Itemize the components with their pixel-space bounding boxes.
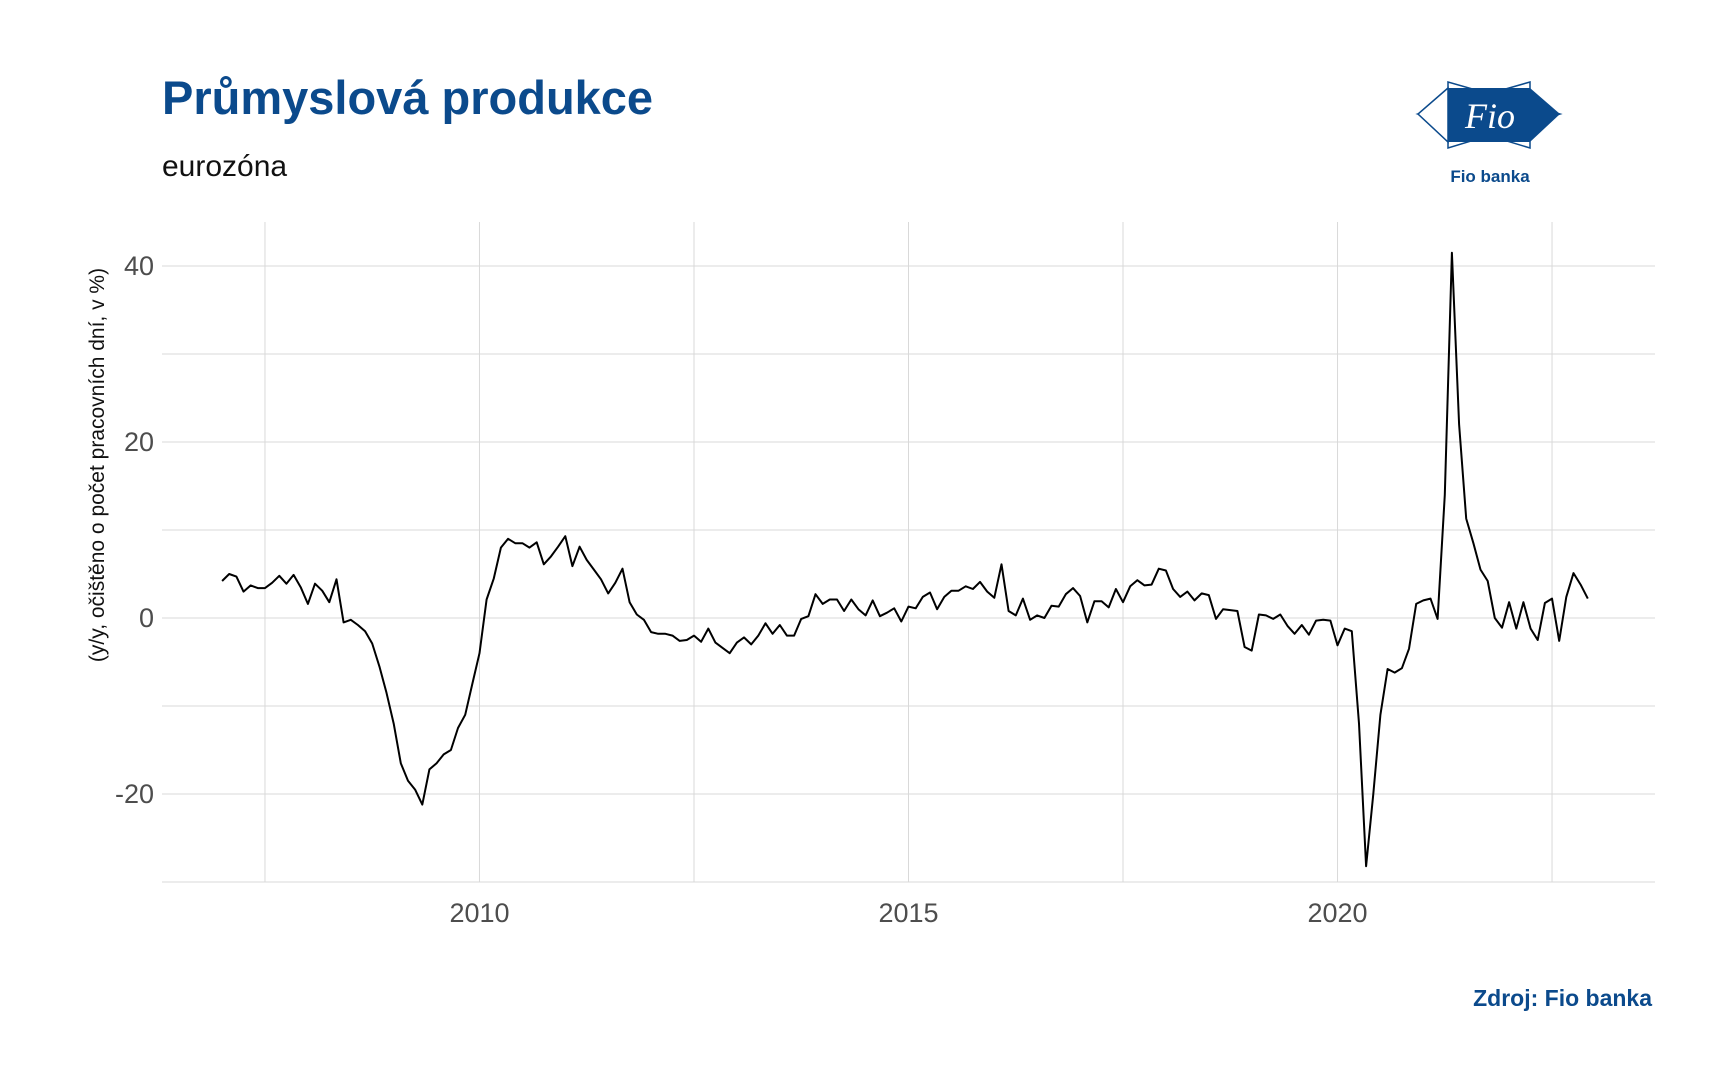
source-note: Zdroj: Fio banka [1473, 985, 1652, 1011]
logo-diamond-fill [1448, 88, 1530, 142]
x-tick-label: 2020 [1307, 898, 1367, 928]
logo-diamond-fill [1416, 86, 1449, 144]
chart-title: Průmyslová produkce [162, 71, 654, 124]
series-line [221, 251, 1589, 868]
x-tick-label: 2015 [878, 898, 938, 928]
y-axis-title: (y/y, očištěno o počet pracovních dní, v… [86, 268, 109, 662]
y-tick-label: 0 [139, 603, 154, 633]
chart-subtitle: eurozóna [162, 150, 288, 183]
x-axis: 2010 2015 2020 [449, 898, 1367, 928]
logo-text: Fio [1464, 96, 1515, 136]
logo-diamond-fill [1530, 88, 1560, 142]
y-tick-label: 20 [124, 427, 154, 457]
y-tick-label: 40 [124, 251, 154, 281]
y-tick-label: -20 [115, 779, 154, 809]
logo-caption: Fio banka [1450, 167, 1530, 186]
x-tick-label: 2010 [449, 898, 509, 928]
fio-banka-logo: Fio Fio banka [1415, 81, 1563, 186]
y-axis: -20 0 20 40 [115, 251, 154, 809]
chart-grid [162, 222, 1655, 883]
